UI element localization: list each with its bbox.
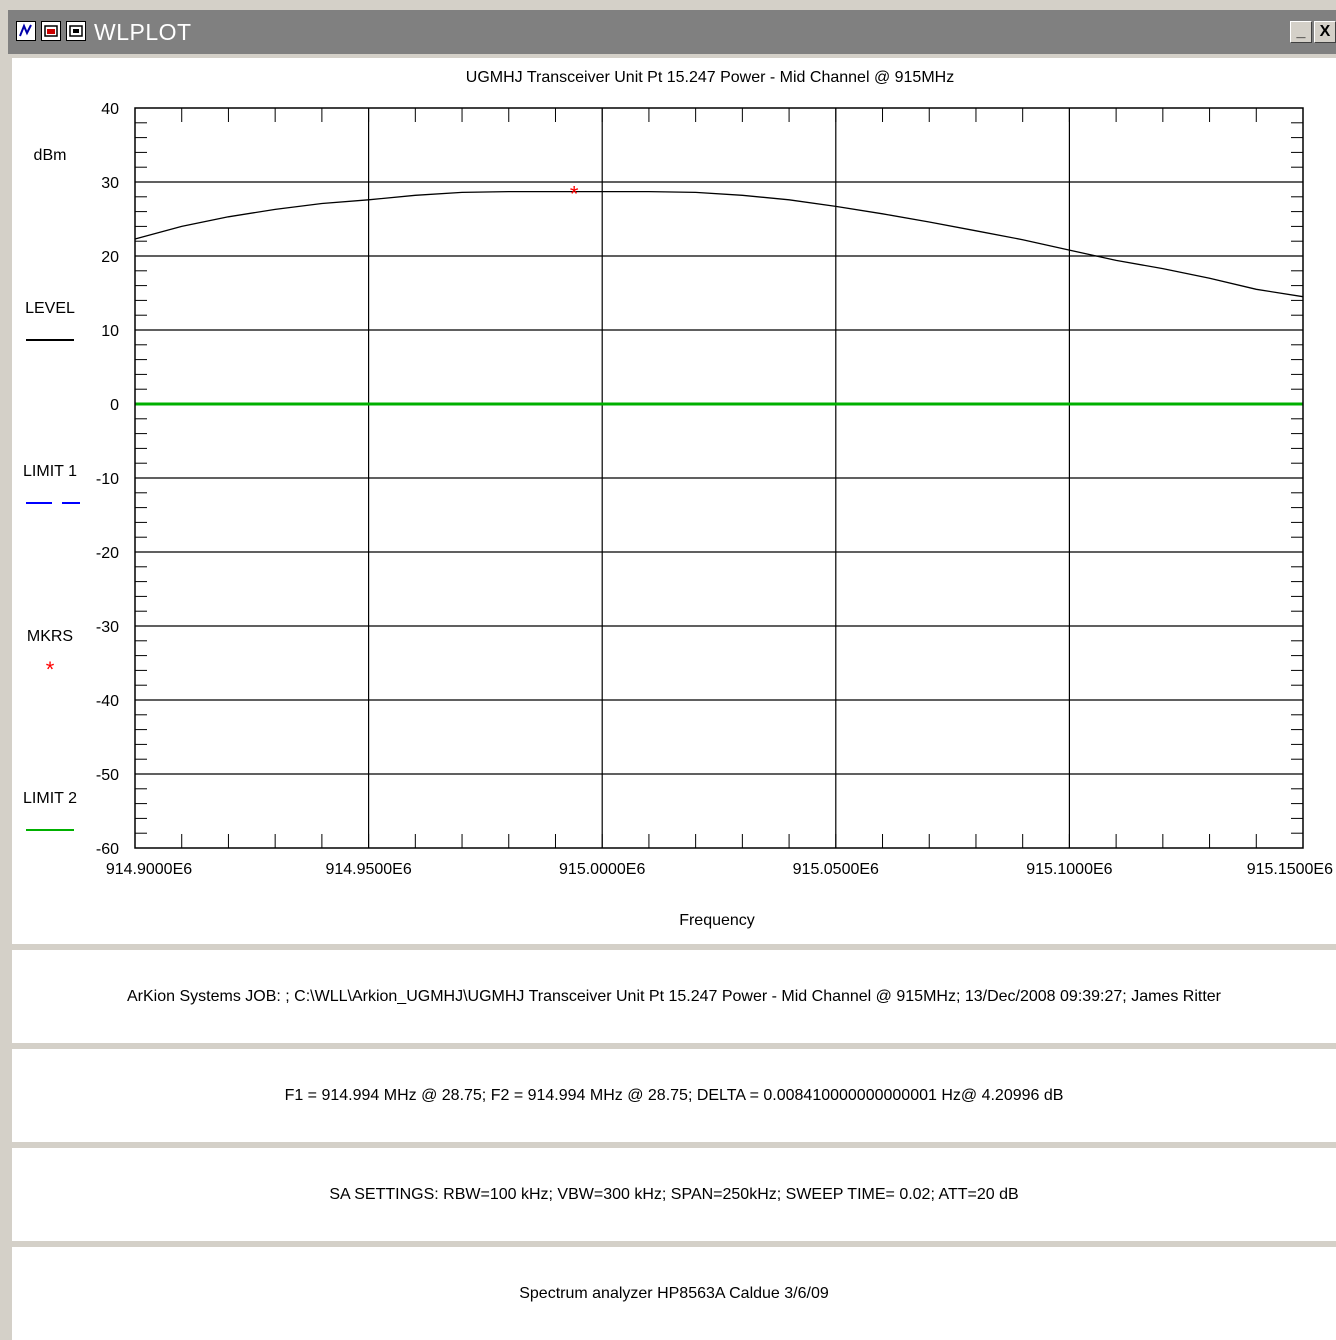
title-bar[interactable]: WLPLOT _ X	[8, 10, 1336, 54]
restore-icon[interactable]	[41, 21, 61, 41]
minimize-button[interactable]: _	[1290, 21, 1312, 43]
x-tick-label: 915.0500E6	[793, 861, 879, 878]
chart-title: UGMHJ Transceiver Unit Pt 15.247 Power -…	[466, 69, 954, 86]
x-tick-label: 914.9000E6	[106, 861, 192, 878]
legend-label-mkrs: MKRS	[27, 628, 73, 645]
legend-label-level: LEVEL	[25, 300, 75, 317]
analyzer-info-panel: Spectrum analyzer HP8563A Caldue 3/6/09	[12, 1247, 1336, 1340]
y-tick-label: 0	[110, 397, 119, 414]
y-tick-label: -40	[96, 693, 119, 710]
marker-info-panel: F1 = 914.994 MHz @ 28.75; F2 = 914.994 M…	[12, 1049, 1336, 1142]
legend-swatch: *	[46, 657, 55, 682]
window-icon[interactable]	[66, 21, 86, 41]
y-tick-label: -20	[96, 545, 119, 562]
y-tick-label: -10	[96, 471, 119, 488]
y-unit-label: dBm	[34, 147, 67, 164]
x-tick-label: 915.1000E6	[1026, 861, 1112, 878]
y-tick-label: 20	[101, 249, 119, 266]
sa-settings-panel: SA SETTINGS: RBW=100 kHz; VBW=300 kHz; S…	[12, 1148, 1336, 1241]
y-tick-label: -50	[96, 767, 119, 784]
y-tick-label: -60	[96, 841, 119, 858]
series-level	[134, 190, 1304, 298]
close-button[interactable]: X	[1314, 21, 1336, 43]
window-title: WLPLOT	[94, 19, 192, 45]
legend-label-limit-2: LIMIT 2	[23, 790, 77, 807]
chart[interactable]: UGMHJ Transceiver Unit Pt 15.247 Power -…	[12, 58, 1336, 944]
job-info-panel: ArKion Systems JOB: ; C:\WLL\Arkion_UGMH…	[12, 950, 1336, 1043]
x-tick-label: 915.0000E6	[559, 861, 645, 878]
plot-frame	[134, 107, 1304, 849]
x-axis-label: Frequency	[679, 912, 755, 929]
y-tick-label: 30	[101, 175, 119, 192]
marker-point: *	[570, 181, 579, 206]
app-icon[interactable]	[16, 21, 36, 41]
wlplot-window: WLPLOT _ X UGMHJ Transceiver Unit Pt 15.…	[8, 10, 1336, 1340]
x-tick-label: 915.1500E6	[1247, 861, 1333, 878]
x-tick-label: 914.9500E6	[325, 861, 411, 878]
y-tick-label: 10	[101, 323, 119, 340]
legend-label-limit-1: LIMIT 1	[23, 463, 77, 480]
y-tick-label: 40	[101, 101, 119, 118]
y-tick-label: -30	[96, 619, 119, 636]
plot-panel: UGMHJ Transceiver Unit Pt 15.247 Power -…	[12, 58, 1336, 944]
